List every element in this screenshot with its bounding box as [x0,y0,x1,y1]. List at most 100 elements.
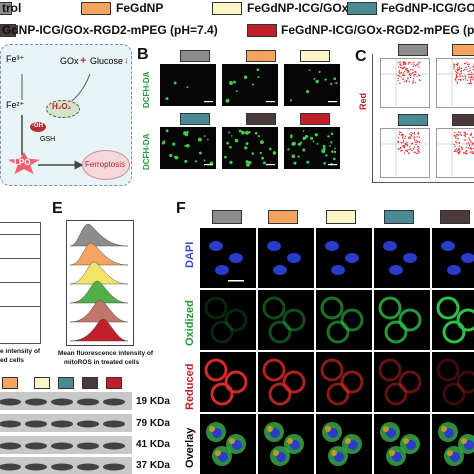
flow-event [404,142,406,144]
legend-label-icg-gox: FeGdNP-ICG/GOx [247,1,349,15]
flow-event [402,66,405,68]
flow-event [471,136,474,139]
flow-event [454,70,457,72]
panel-d-line-3 [0,282,40,283]
green-dot [165,97,169,101]
flow-event [464,75,466,77]
overlay-spot [287,438,293,444]
flow-event [458,141,460,144]
blot-band [25,463,47,471]
flow-event [400,71,403,74]
flow-event [404,70,406,73]
cell-ring [262,358,286,382]
flow-event [459,133,461,136]
flow-event [419,141,421,144]
flow-event [397,141,400,143]
green-dot [165,129,169,133]
flow-event [406,141,408,144]
flow-event [411,149,413,151]
overlay-spot [403,438,409,444]
flow-event [406,71,409,73]
flow-event [412,148,415,150]
flow-event [455,140,457,142]
flow-event [418,147,420,149]
flow-event [398,75,401,77]
flow-event [457,70,459,72]
flow-event [412,61,415,63]
flow-event [404,63,406,65]
flow-event [411,135,413,137]
overlay-spot [447,450,453,456]
dcfh-image-6 [284,127,340,169]
flow-event [470,71,473,74]
blot-swatch-2 [34,377,50,389]
green-dot [334,147,336,150]
plus-sign: + [80,55,87,67]
green-dot [331,150,334,153]
green-dot [302,148,306,152]
green-dot [289,99,293,102]
flow-event [405,135,407,138]
nucleus [209,241,223,251]
blot-band [103,420,125,428]
green-dot [299,141,302,144]
flow-event [411,63,413,65]
panel-f-swatch-5 [440,210,470,224]
green-dot [308,69,311,72]
flow-event [409,136,411,139]
flow-event [405,68,407,71]
flow-event [412,69,414,71]
green-dot [333,77,337,81]
panel-f-swatch-2 [268,210,298,224]
flow-event [464,134,467,136]
green-dot [312,140,315,143]
cell-ring [456,370,474,394]
cell-ring [398,370,422,394]
flow-event [398,148,400,150]
cell-ring [282,370,306,394]
glucose-label: Glucose [90,56,124,66]
green-dot [172,142,176,146]
legend-swatch-ph74 [0,24,16,37]
fe2-label: Fe²⁺ [6,100,25,110]
green-dot [316,142,319,145]
flow-scatter [380,58,474,176]
flow-event [407,77,409,79]
green-dot [292,141,296,146]
flow-event [471,73,473,76]
legend-label-icg-gox-2: FeGdNP-ICG/GOx [381,1,474,15]
flow-event [414,81,417,84]
cell-ring [268,320,292,344]
legend-swatch-rgd-ph [247,24,277,37]
flow-event [466,68,468,70]
green-dot [297,143,299,145]
blot-band [77,420,99,428]
panel-b-swatch-3 [300,50,330,62]
green-dot [173,81,177,85]
legend-swatch-control [0,2,12,15]
panel-d-frame [0,222,41,344]
green-dot [268,147,272,151]
green-dot [330,82,333,86]
flow-event [402,134,404,137]
flow-event [409,61,411,64]
flow-event [469,67,471,69]
green-dot [229,81,233,85]
blot-band [51,420,73,428]
flow-event [397,137,400,139]
cell-ring [436,296,460,320]
flow-event [462,78,464,81]
blot-band [77,398,99,406]
flow-event [401,67,403,70]
flow-event [417,61,419,64]
flow-event [459,151,461,153]
scale-bar [204,101,213,103]
flow-event [458,152,460,155]
confocal-tile [316,228,372,288]
flow-event [459,75,461,78]
flow-event [419,79,421,82]
flow-x-axis [372,182,474,183]
flow-event [471,149,473,151]
flow-event [461,67,463,70]
flow-event [466,133,468,136]
